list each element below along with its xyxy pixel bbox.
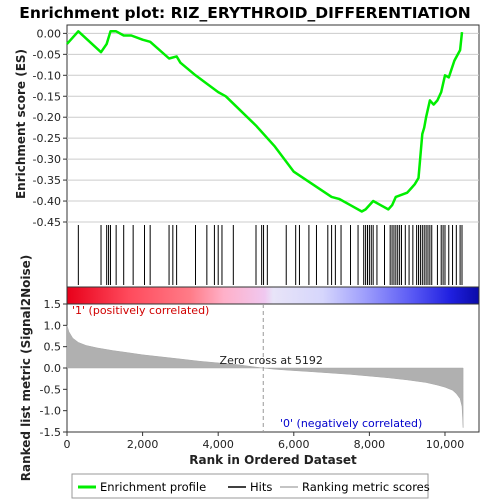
metric-tick-label: -1.0	[40, 405, 61, 418]
legend-hits-label: Hits	[250, 480, 272, 494]
negative-correlation-label: '0' (negatively correlated)	[280, 417, 422, 430]
positive-correlation-label: '1' (positively correlated)	[72, 304, 209, 317]
es-tick-label: -0.25	[33, 132, 61, 145]
x-tick-label: 0	[64, 438, 71, 451]
chart-title: Enrichment plot: RIZ_ERYTHROID_DIFFERENT…	[19, 4, 471, 22]
es-y-axis-title: Enrichment score (ES)	[14, 49, 28, 199]
metric-tick-label: 0.5	[44, 341, 62, 354]
es-tick-label: -0.30	[33, 153, 61, 166]
es-tick-label: -0.10	[33, 69, 61, 82]
x-tick-label: 2,000	[127, 438, 159, 451]
metric-tick-label: 0.0	[44, 362, 62, 375]
metric-x-axis: 0 2,000 4,000 6,000 8,000 10,000	[64, 432, 465, 451]
es-tick-label: -0.45	[33, 216, 61, 229]
hit-markers	[77, 225, 463, 285]
es-tick-label: 0.00	[37, 27, 62, 40]
es-tick-label: -0.05	[33, 48, 61, 61]
x-tick-label: 4,000	[202, 438, 234, 451]
legend-metric-label: Ranking metric scores	[302, 480, 430, 494]
x-tick-label: 10,000	[426, 438, 465, 451]
x-tick-label: 6,000	[278, 438, 310, 451]
metric-tick-label: -0.5	[40, 383, 61, 396]
zero-cross-label: Zero cross at 5192	[220, 354, 323, 367]
es-y-axis: 0.00 -0.05 -0.10 -0.15 -0.20 -0.25 -0.30 -0.35 -…	[33, 27, 67, 229]
legend-enrichment-label: Enrichment profile	[100, 480, 206, 494]
es-tick-label: -0.20	[33, 111, 61, 124]
metric-y-axis-title: Ranked list metric (Signal2Noise)	[19, 255, 33, 482]
legend: Enrichment profile Hits Ranking metric s…	[71, 473, 430, 499]
es-tick-label: -0.35	[33, 174, 61, 187]
es-tick-label: -0.15	[33, 90, 61, 103]
ranking-metric-area	[66, 325, 464, 428]
metric-tick-label: 1.0	[44, 319, 62, 332]
es-tick-label: -0.40	[33, 195, 61, 208]
ranking-heatmap-bar	[66, 286, 480, 305]
x-axis-title: Rank in Ordered Dataset	[189, 453, 357, 467]
es-gridlines	[67, 32, 479, 223]
metric-tick-label: 1.5	[44, 298, 62, 311]
metric-tick-label: -1.5	[40, 426, 61, 439]
enrichment-profile-line	[66, 30, 464, 213]
x-tick-label: 8,000	[354, 438, 386, 451]
metric-y-axis: 1.5 1.0 0.5 0.0 -0.5 -1.0 -1.5	[40, 298, 67, 439]
legend-box	[71, 473, 429, 499]
hits-panel	[66, 221, 480, 288]
